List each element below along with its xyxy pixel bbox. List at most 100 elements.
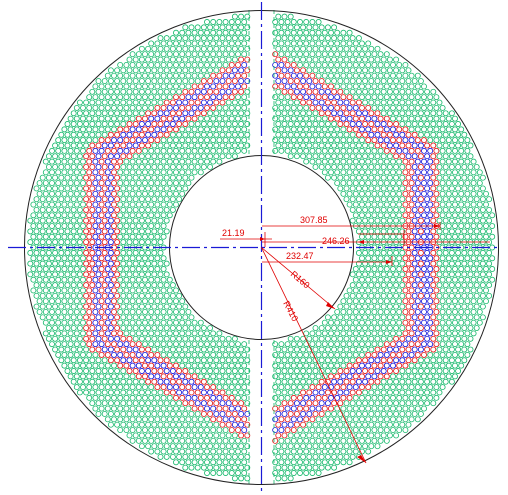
hole-green xyxy=(461,271,468,278)
hole-green xyxy=(365,308,372,315)
hole-green xyxy=(405,400,412,407)
hole-green xyxy=(207,453,214,460)
hole-green xyxy=(120,217,127,224)
hole-red xyxy=(179,394,186,401)
hole-green xyxy=(318,432,325,439)
hole-green xyxy=(455,325,462,331)
hole-green xyxy=(210,158,217,165)
hole-green xyxy=(368,282,375,289)
hole-green xyxy=(129,384,136,391)
hole-green xyxy=(399,292,406,299)
hole-green xyxy=(86,362,93,369)
hole-green xyxy=(138,249,145,256)
hole-green xyxy=(396,212,403,219)
hole-red xyxy=(89,164,96,170)
hole-green xyxy=(228,104,235,111)
hole-green xyxy=(467,228,474,235)
hole-red xyxy=(405,131,412,138)
hole-green xyxy=(135,416,142,423)
hole-green xyxy=(461,282,468,289)
hole-red xyxy=(405,260,412,267)
hole-green xyxy=(138,174,145,181)
hole-green xyxy=(163,185,170,192)
hole-green xyxy=(166,94,173,101)
hole-green xyxy=(393,400,400,407)
hole-green xyxy=(104,104,111,111)
hole-green xyxy=(235,341,241,348)
hole-green xyxy=(461,292,468,299)
hole-green xyxy=(98,362,105,369)
hole-red xyxy=(402,298,409,305)
hole-green xyxy=(411,121,418,127)
hole-green xyxy=(244,131,251,138)
hole-green xyxy=(185,72,192,79)
hole-green xyxy=(368,228,375,235)
hole-green xyxy=(197,416,204,423)
hole-green xyxy=(120,228,127,235)
hole-green xyxy=(67,180,74,187)
hole-green xyxy=(216,330,223,337)
hole-green xyxy=(331,346,338,353)
hole-green xyxy=(160,40,167,47)
hole-green xyxy=(73,201,80,208)
hole-green xyxy=(145,56,152,63)
hole-red xyxy=(380,142,387,149)
hole-green xyxy=(371,147,378,154)
hole-green xyxy=(452,233,458,240)
hole-green xyxy=(176,411,183,417)
hole-green xyxy=(166,276,173,283)
hole-green xyxy=(222,19,229,25)
hole-green xyxy=(80,169,86,176)
hole-blue xyxy=(191,94,198,101)
hole-green xyxy=(359,287,365,294)
hole-green xyxy=(337,164,344,170)
hole-blue xyxy=(414,212,421,219)
hole-green xyxy=(55,308,62,315)
hole-green xyxy=(157,335,164,342)
hole-green xyxy=(228,384,235,391)
hole-green xyxy=(473,303,480,310)
hole-red xyxy=(408,255,415,262)
hole-red xyxy=(430,196,437,203)
hole-green xyxy=(70,271,77,278)
hole-green xyxy=(359,190,365,197)
hole-green xyxy=(117,266,124,272)
hole-green xyxy=(157,411,164,417)
hole-red xyxy=(417,260,424,267)
hole-green xyxy=(194,142,201,149)
hole-green xyxy=(52,292,59,299)
hole-blue xyxy=(163,368,170,374)
hole-red xyxy=(101,185,108,192)
hole-green xyxy=(293,443,300,450)
hole-green xyxy=(315,341,322,348)
hole-red xyxy=(86,180,93,187)
hole-green xyxy=(278,29,285,36)
hole-green xyxy=(228,137,235,144)
hole-blue xyxy=(200,400,207,407)
hole-green xyxy=(430,131,437,138)
hole-green xyxy=(58,303,65,310)
hole-green xyxy=(132,110,139,117)
hole-green xyxy=(439,223,446,229)
hole-green xyxy=(287,357,294,364)
hole-red xyxy=(114,131,121,138)
hole-blue xyxy=(411,314,418,321)
hole-red xyxy=(213,88,220,95)
hole-red xyxy=(287,411,294,417)
hole-green xyxy=(293,131,300,138)
hole-red xyxy=(374,346,381,353)
hole-blue xyxy=(340,373,347,380)
hole-green xyxy=(194,56,201,63)
hole-red xyxy=(408,287,415,294)
hole-green xyxy=(179,72,186,79)
hole-blue xyxy=(132,346,139,353)
hole-green xyxy=(467,292,474,299)
hole-green xyxy=(117,233,124,240)
hole-green xyxy=(331,314,338,321)
hole-green xyxy=(411,88,418,95)
hole-green xyxy=(458,308,465,315)
hole-green xyxy=(52,217,59,224)
hole-green xyxy=(393,432,400,439)
hole-green xyxy=(455,260,462,267)
hole-green xyxy=(241,459,248,466)
